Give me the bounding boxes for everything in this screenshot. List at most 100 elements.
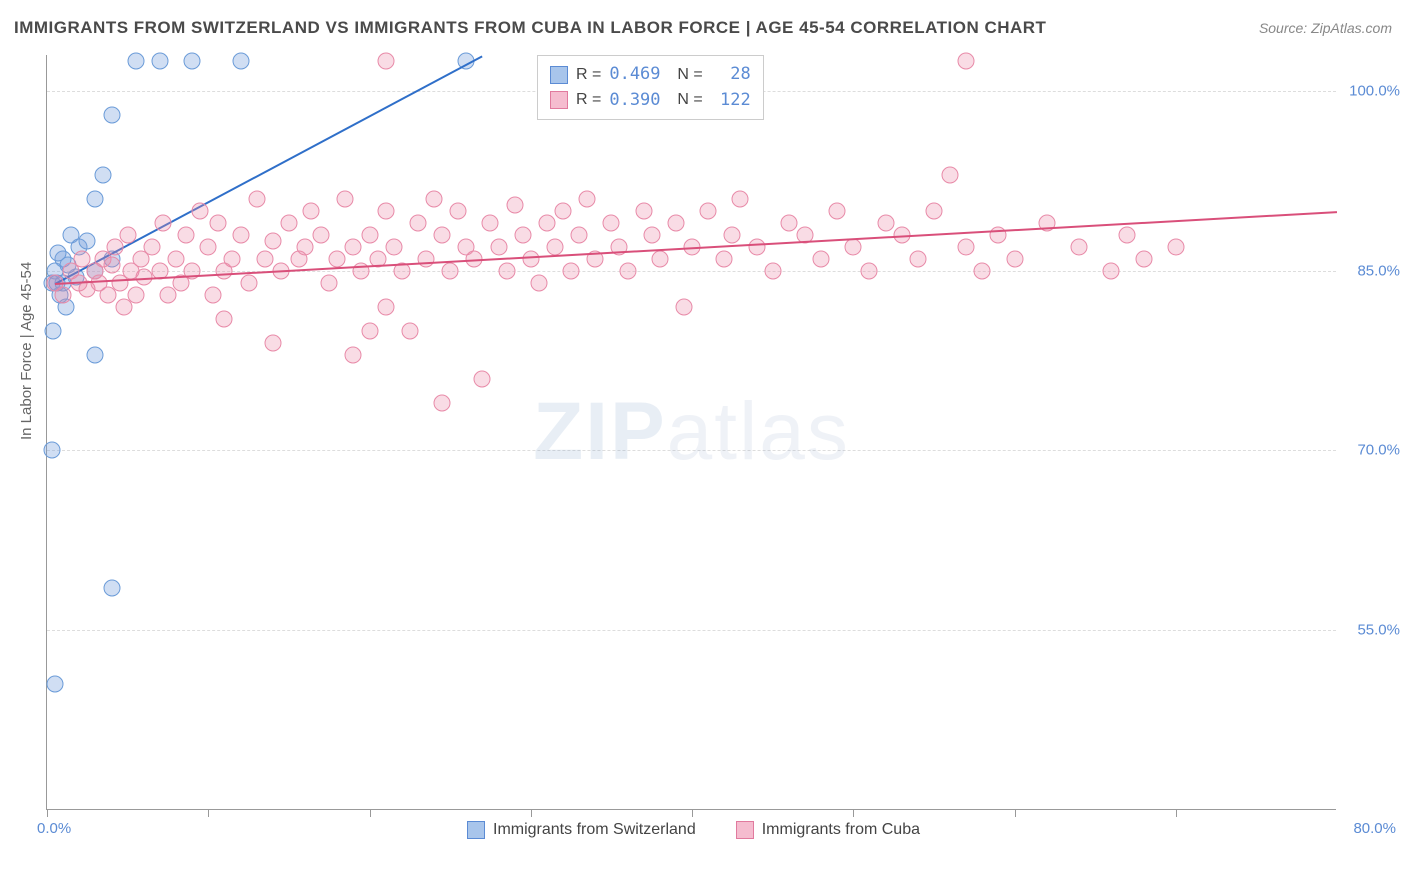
x-tick xyxy=(370,809,371,817)
scatter-point xyxy=(1103,262,1120,279)
scatter-point xyxy=(1167,238,1184,255)
chart-title: IMMIGRANTS FROM SWITZERLAND VS IMMIGRANT… xyxy=(14,18,1046,38)
x-tick xyxy=(531,809,532,817)
scatter-point xyxy=(55,286,72,303)
scatter-point xyxy=(845,238,862,255)
scatter-point xyxy=(748,238,765,255)
scatter-point xyxy=(280,214,297,231)
scatter-point xyxy=(313,226,330,243)
scatter-point xyxy=(155,214,172,231)
scatter-point xyxy=(361,322,378,339)
scatter-point xyxy=(103,256,120,273)
scatter-point xyxy=(377,202,394,219)
legend-r-value: 0.469 xyxy=(609,62,660,88)
scatter-point xyxy=(168,250,185,267)
legend-n-value: 28 xyxy=(711,62,751,88)
scatter-point xyxy=(216,310,233,327)
series-legend-item: Immigrants from Switzerland xyxy=(467,821,696,839)
scatter-point xyxy=(45,322,62,339)
scatter-point xyxy=(417,250,434,267)
scatter-point xyxy=(635,202,652,219)
scatter-point xyxy=(861,262,878,279)
scatter-point xyxy=(248,190,265,207)
scatter-point xyxy=(619,262,636,279)
scatter-point xyxy=(958,52,975,69)
x-axis-max-label: 80.0% xyxy=(1353,820,1396,837)
scatter-point xyxy=(87,190,104,207)
scatter-point xyxy=(434,394,451,411)
scatter-point xyxy=(643,226,660,243)
scatter-point xyxy=(377,52,394,69)
scatter-point xyxy=(877,214,894,231)
scatter-point xyxy=(184,52,201,69)
scatter-point xyxy=(675,298,692,315)
scatter-point xyxy=(127,286,144,303)
legend-n-label: N = xyxy=(669,88,703,112)
scatter-point xyxy=(303,202,320,219)
scatter-point xyxy=(724,226,741,243)
scatter-point xyxy=(546,238,563,255)
scatter-point xyxy=(103,580,120,597)
scatter-point xyxy=(651,250,668,267)
scatter-point xyxy=(732,190,749,207)
y-axis-label: In Labor Force | Age 45-54 xyxy=(18,262,35,440)
legend-n-value: 122 xyxy=(711,88,751,114)
scatter-point xyxy=(974,262,991,279)
scatter-point xyxy=(909,250,926,267)
scatter-point xyxy=(205,286,222,303)
scatter-point xyxy=(232,52,249,69)
scatter-point xyxy=(192,202,209,219)
x-tick xyxy=(1015,809,1016,817)
scatter-point xyxy=(530,274,547,291)
scatter-point xyxy=(385,238,402,255)
scatter-point xyxy=(1071,238,1088,255)
x-tick xyxy=(692,809,693,817)
scatter-point xyxy=(764,262,781,279)
scatter-point xyxy=(780,214,797,231)
series-legend: Immigrants from Switzerland Immigrants fr… xyxy=(467,821,920,839)
scatter-point xyxy=(256,250,273,267)
series-legend-label: Immigrants from Switzerland xyxy=(493,821,696,839)
scatter-point xyxy=(232,226,249,243)
scatter-point xyxy=(490,238,507,255)
chart-plot-area: ZIPatlas R = 0.469 N = 28R = 0.390 N = 1… xyxy=(46,55,1336,810)
scatter-point xyxy=(224,250,241,267)
scatter-point xyxy=(264,334,281,351)
scatter-point xyxy=(603,214,620,231)
scatter-point xyxy=(563,262,580,279)
scatter-point xyxy=(79,232,96,249)
watermark-bold: ZIP xyxy=(533,386,667,477)
series-legend-item: Immigrants from Cuba xyxy=(736,821,920,839)
scatter-point xyxy=(409,214,426,231)
y-tick-label: 55.0% xyxy=(1357,622,1400,639)
scatter-point xyxy=(482,214,499,231)
scatter-point xyxy=(240,274,257,291)
gridline xyxy=(47,630,1336,631)
scatter-point xyxy=(1006,250,1023,267)
scatter-point xyxy=(538,214,555,231)
x-tick xyxy=(853,809,854,817)
scatter-point xyxy=(297,238,314,255)
scatter-point xyxy=(442,262,459,279)
correlation-legend: R = 0.469 N = 28R = 0.390 N = 122 xyxy=(537,55,764,120)
y-tick-label: 100.0% xyxy=(1349,82,1400,99)
scatter-point xyxy=(200,238,217,255)
scatter-point xyxy=(401,322,418,339)
scatter-point xyxy=(361,226,378,243)
scatter-point xyxy=(506,196,523,213)
scatter-point xyxy=(498,262,515,279)
legend-r-label: R = xyxy=(576,88,601,112)
scatter-point xyxy=(43,442,60,459)
trend-line xyxy=(55,211,1337,285)
scatter-point xyxy=(151,52,168,69)
scatter-point xyxy=(474,370,491,387)
legend-swatch xyxy=(736,821,754,839)
scatter-point xyxy=(571,226,588,243)
scatter-point xyxy=(434,226,451,243)
correlation-legend-row: R = 0.469 N = 28 xyxy=(550,62,751,88)
series-legend-label: Immigrants from Cuba xyxy=(762,821,920,839)
x-axis-min-label: 0.0% xyxy=(37,820,71,837)
scatter-point xyxy=(1119,226,1136,243)
scatter-point xyxy=(514,226,531,243)
scatter-point xyxy=(958,238,975,255)
